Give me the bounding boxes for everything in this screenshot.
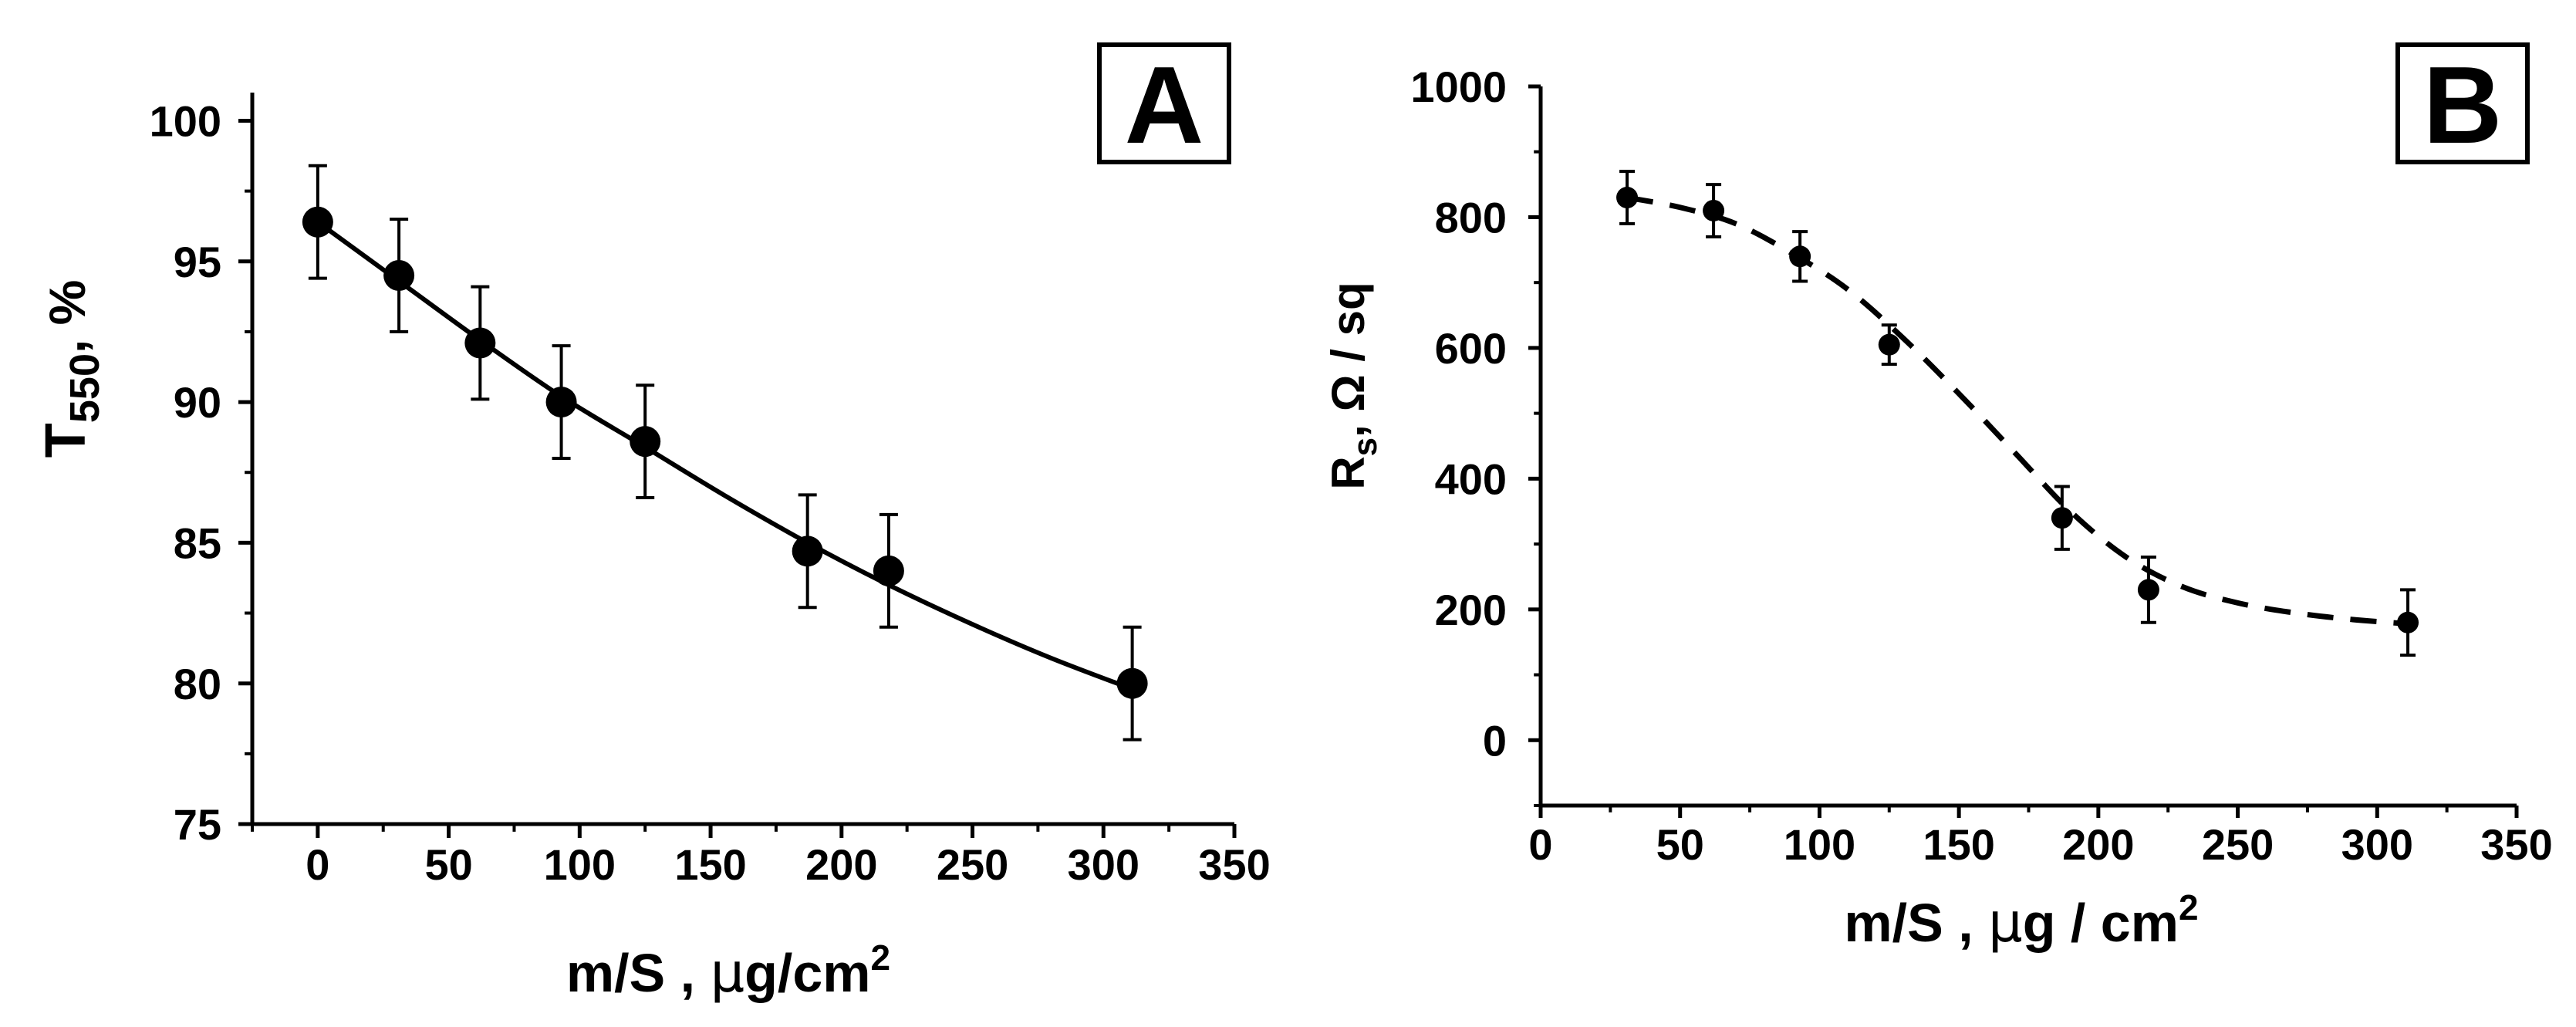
panel-a-x-tick-label: 150: [674, 840, 746, 889]
panel-b-ylabel-rest: , Ω / sq: [1322, 282, 1374, 437]
panel-a-label-box: A: [1097, 42, 1231, 167]
panel-b-y-tick-label: 800: [1435, 194, 1507, 242]
panel-b-data-point: [1789, 245, 1811, 268]
panel-a-y-tick-label: 75: [174, 800, 221, 849]
panel-b-data-point: [2051, 507, 2073, 529]
panel-a-error-bars: [308, 164, 1142, 742]
panel-a-data-point: [792, 535, 823, 567]
panel-a-ylabel-rest: , %: [39, 280, 96, 353]
panel-a-data-points: [302, 206, 1148, 699]
panel-b-xlabel-rest: g / cm: [2023, 893, 2179, 953]
panel-a-xlabel-sup: 2: [871, 937, 891, 978]
panel-a-y-axis-title: T550, %: [33, 280, 108, 458]
panel-a-y-tick-label: 85: [174, 519, 221, 568]
panel-a-chart: 0 50 100 150 200 250 300 350 75 80 85 90 95 100 A T55…: [33, 42, 1271, 1005]
panel-a-data-point: [545, 387, 577, 418]
panel-b-x-tick-label: 250: [2202, 820, 2274, 869]
panel-a-axes: [238, 93, 1237, 838]
panel-a-x-tick-label: 100: [544, 840, 616, 889]
panel-b-xlabel-main: m/S ,: [1844, 893, 1988, 953]
panel-b-data-point: [1703, 199, 1725, 221]
panel-a-data-point: [1116, 667, 1148, 699]
panel-b-label: B: [2423, 44, 2503, 167]
panel-b-axes: [1528, 84, 2519, 818]
panel-b-ylabel-main: R: [1322, 456, 1374, 489]
panel-a-x-tick-label: 300: [1068, 840, 1139, 889]
panel-a-data-point: [630, 426, 661, 458]
panel-b-data-point: [2397, 611, 2419, 633]
panel-a-x-axis-title: m/S , μg/cm2: [566, 937, 890, 1005]
panel-a-x-tick-label: 350: [1198, 840, 1270, 889]
panel-a-xlabel-rest: g/cm: [744, 943, 870, 1003]
panel-a-data-point: [873, 555, 904, 586]
panel-b-x-tick-label: 350: [2480, 820, 2552, 869]
panel-b-data-point: [2137, 579, 2159, 601]
panel-a-fit-line: [316, 220, 1133, 691]
panel-a-data-point: [464, 327, 496, 359]
panel-b-fit-curve: [1626, 194, 2409, 627]
panel-a-tick-labels: 0 50 100 150 200 250 300 350 75 80 85 90 95 100: [150, 97, 1271, 889]
panel-a-y-tick-label: 90: [174, 378, 221, 427]
panel-a-ylabel-main: T: [33, 423, 97, 458]
panel-a-x-tick-label: 250: [937, 840, 1008, 889]
panel-a-data-point: [302, 206, 333, 238]
panel-b-xlabel-sup: 2: [2179, 887, 2199, 927]
panel-a-x-tick-label: 200: [805, 840, 877, 889]
panel-b-fit-line: [1626, 194, 2409, 627]
panel-a-ylabel-sub: 550: [62, 353, 108, 423]
panel-b-ylabel-sub: s: [1346, 437, 1384, 456]
panel-b-chart: 0 50 100 150 200 250 300 350 0 200 400 600 800 1000 B…: [1322, 42, 2553, 954]
panel-a-label: A: [1125, 44, 1204, 167]
panel-b-y-tick-label: 400: [1435, 455, 1507, 504]
panel-a-fit-curve: [316, 220, 1133, 691]
panel-a-data-point: [383, 260, 415, 291]
panel-b-data-point: [1878, 333, 1900, 356]
panel-b-x-axis-title: m/S , μg / cm2: [1844, 887, 2198, 954]
panel-b-x-tick-label: 200: [2062, 820, 2134, 869]
panel-b-x-tick-label: 150: [1923, 820, 1994, 869]
panel-b-error-bars: [1619, 170, 2416, 657]
panel-b-y-tick-label: 600: [1435, 324, 1507, 373]
panel-b-tick-labels: 0 50 100 150 200 250 300 350 0 200 400 600 800 1000: [1410, 62, 2552, 869]
panel-b-x-tick-label: 0: [1528, 820, 1552, 869]
panel-b-y-tick-label: 200: [1435, 586, 1507, 634]
panel-b-y-tick-label: 1000: [1410, 62, 1507, 111]
panel-b-x-tick-label: 100: [1784, 820, 1855, 869]
panel-a-y-tick-label: 100: [150, 97, 221, 146]
panel-a-y-tick-label: 80: [174, 660, 221, 708]
panel-a-xlabel-main: m/S ,: [566, 943, 711, 1003]
panel-b-y-tick-label: 0: [1483, 716, 1507, 765]
panel-b-y-axis-title: Rs, Ω / sq: [1322, 282, 1384, 489]
panel-a-xlabel-mu: μ: [711, 941, 745, 1005]
panel-b-label-box: B: [2395, 42, 2530, 167]
panel-b-data-points: [1616, 187, 2419, 633]
panel-b-x-tick-label: 300: [2341, 820, 2413, 869]
panel-b-data-point: [1616, 187, 1639, 209]
panel-a-x-tick-label: 0: [306, 840, 329, 889]
panel-b-x-tick-label: 50: [1656, 820, 1704, 869]
panel-a-y-tick-label: 95: [174, 238, 221, 286]
panel-b-xlabel-mu: μ: [1988, 891, 2023, 954]
panel-a-x-tick-label: 50: [424, 840, 472, 889]
